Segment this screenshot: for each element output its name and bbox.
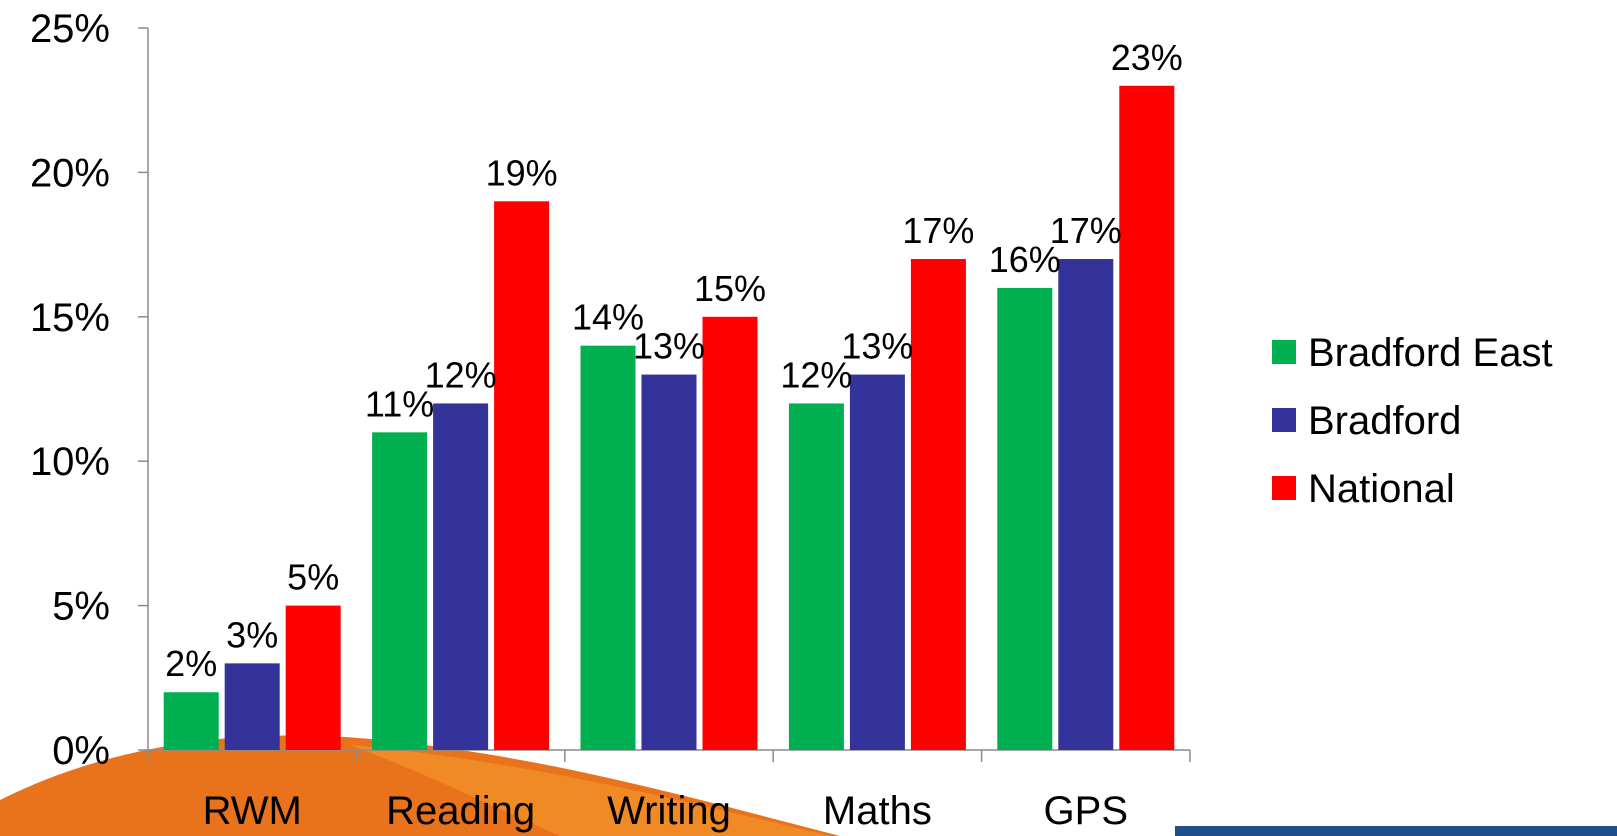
- bar: [910, 259, 966, 750]
- legend-swatch: [1272, 340, 1296, 364]
- data-label: 13%: [633, 326, 705, 367]
- legend-label: National: [1308, 467, 1455, 511]
- y-tick-label: 5%: [52, 585, 110, 629]
- data-label: 5%: [287, 557, 339, 598]
- data-label: 13%: [841, 326, 913, 367]
- data-label: 16%: [989, 239, 1061, 280]
- bar: [163, 692, 219, 750]
- bar: [224, 663, 280, 750]
- data-label: 2%: [165, 643, 217, 684]
- corner-bar: [1175, 826, 1617, 836]
- bar: [580, 345, 636, 750]
- bar: [433, 403, 489, 750]
- orange-swoosh-highlight: [350, 745, 830, 836]
- data-label: 12%: [780, 354, 852, 395]
- bar: [1119, 85, 1175, 750]
- legend-label: Bradford: [1308, 399, 1461, 443]
- bar: [372, 432, 428, 750]
- bar: [702, 316, 758, 750]
- data-label: 17%: [902, 210, 974, 251]
- x-category-label: Maths: [823, 789, 932, 833]
- bar: [849, 374, 905, 750]
- x-category-label: GPS: [1044, 789, 1128, 833]
- y-tick-label: 10%: [30, 440, 110, 484]
- data-label: 15%: [694, 268, 766, 309]
- axes: 0% 5% 10% 15% 20% 25% RWM Reading Writing Maths GP…: [30, 7, 1191, 833]
- bar: [641, 374, 697, 750]
- y-tick-label: 15%: [30, 296, 110, 340]
- y-tick-label: 0%: [52, 729, 110, 773]
- data-label: 3%: [226, 614, 278, 655]
- bars: [163, 85, 1175, 750]
- data-label: 17%: [1050, 210, 1122, 251]
- data-label: 12%: [425, 354, 497, 395]
- bar: [285, 605, 341, 750]
- data-labels: 2%3%5%11%12%19%14%13%15%12%13%17%16%17%2…: [165, 37, 1183, 684]
- legend: Bradford East Bradford National: [1272, 331, 1553, 511]
- data-label: 14%: [572, 297, 644, 338]
- data-label: 23%: [1111, 37, 1183, 78]
- data-label: 11%: [365, 383, 434, 424]
- legend-swatch: [1272, 408, 1296, 432]
- bar: [494, 201, 550, 750]
- legend-label: Bradford East: [1308, 331, 1553, 375]
- x-category-label: Writing: [607, 789, 731, 833]
- bar: [1058, 259, 1114, 750]
- y-tick-label: 20%: [30, 151, 110, 195]
- x-category-label: Reading: [386, 789, 535, 833]
- bar: [788, 403, 844, 750]
- legend-swatch: [1272, 476, 1296, 500]
- x-category-label: RWM: [203, 789, 302, 833]
- background-decoration: [0, 735, 1617, 836]
- data-label: 19%: [486, 152, 558, 193]
- y-tick-label: 25%: [30, 7, 110, 51]
- bar: [997, 287, 1053, 750]
